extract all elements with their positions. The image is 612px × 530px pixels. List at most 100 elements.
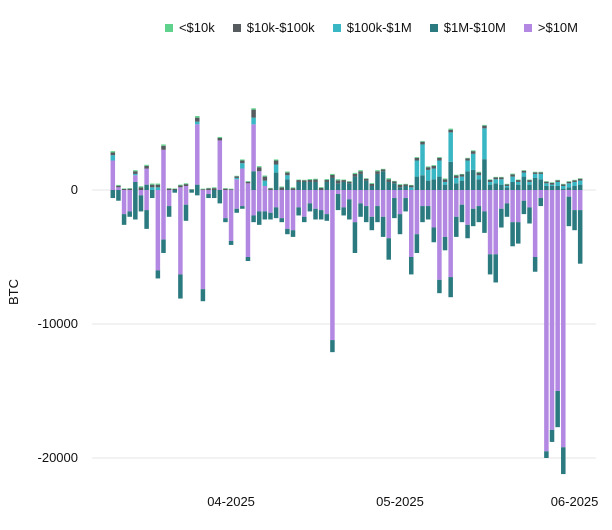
bar-segment	[234, 208, 239, 213]
bar-segment	[442, 236, 448, 251]
bar-segment	[251, 190, 256, 216]
y-tick-label: -10000	[38, 316, 78, 331]
bar-segment	[431, 165, 437, 169]
bar-segment	[544, 181, 549, 184]
bar-segment	[251, 124, 256, 172]
bar-segment	[454, 174, 459, 176]
bar-segment	[307, 190, 313, 204]
bar-segment	[510, 176, 515, 182]
bar-segment	[273, 159, 279, 161]
bar-segment	[392, 180, 397, 182]
bar-segment	[240, 206, 245, 209]
bar-segment	[392, 181, 397, 184]
bar-segment	[363, 178, 369, 179]
bar-segment	[330, 173, 335, 175]
bar-segment	[251, 109, 256, 118]
bar-segment	[487, 179, 493, 182]
bar-segment	[268, 212, 273, 220]
bar-segment	[555, 391, 560, 428]
bar-segment	[195, 124, 200, 185]
bar-segment	[532, 257, 538, 272]
bar-segment	[121, 190, 127, 215]
bar-segment	[285, 172, 290, 176]
bar-segment	[245, 257, 251, 262]
bar-segment	[431, 179, 437, 190]
bar-segment	[307, 203, 313, 212]
bar-segment	[448, 129, 453, 133]
bar-segment	[420, 141, 425, 145]
bar-segment	[166, 206, 172, 217]
bar-segment	[369, 190, 375, 217]
bar-segment	[549, 429, 555, 442]
bar-segment	[352, 190, 358, 223]
bar-segment	[110, 155, 116, 161]
bar-segment	[138, 190, 144, 196]
bar-segment	[375, 206, 380, 223]
bar-segment	[437, 279, 442, 294]
bar-segment	[358, 190, 363, 204]
bar-segment	[448, 132, 453, 162]
bar-segment	[121, 188, 127, 189]
bar-segment	[566, 190, 572, 197]
bar-segment	[369, 183, 375, 184]
bar-segment	[437, 157, 442, 158]
legend-item: $10k-$100k	[232, 20, 315, 35]
bar-segment	[476, 171, 482, 173]
legend-swatch	[164, 23, 173, 32]
legend-item: <$10k	[164, 20, 215, 35]
bar-segment	[240, 160, 245, 164]
bar-segment	[110, 160, 116, 190]
bar-segment	[515, 179, 521, 181]
bar-segment	[161, 145, 166, 150]
bar-segment	[161, 144, 166, 146]
bar-segment	[251, 215, 256, 223]
bar-segment	[313, 178, 318, 180]
bar-segment	[313, 208, 318, 220]
bar-segment	[133, 181, 138, 190]
bar-segment	[521, 170, 527, 173]
y-tick-label: -20000	[38, 450, 78, 465]
bar-segment	[476, 172, 482, 176]
bar-segment	[256, 166, 262, 168]
bar-segment	[262, 175, 268, 177]
bar-segment	[369, 216, 375, 231]
bar-segment	[459, 204, 465, 223]
bar-segment	[527, 207, 532, 224]
bar-segment	[549, 184, 555, 186]
bar-segment	[572, 185, 577, 190]
bar-segment	[572, 181, 577, 186]
bar-segment	[206, 187, 211, 189]
legend-item: $1M-$10M	[429, 20, 506, 35]
bar-segment	[414, 157, 420, 158]
bar-segment	[409, 257, 414, 275]
bar-segment	[555, 185, 560, 190]
bar-segment	[414, 160, 420, 177]
bar-segment	[240, 168, 245, 190]
bar-segment	[166, 190, 172, 207]
bar-segment	[561, 185, 566, 189]
bar-segment	[470, 150, 476, 152]
bar-segment	[499, 190, 504, 209]
bar-segment	[273, 160, 279, 165]
bar-segment	[515, 184, 521, 190]
bar-segment	[487, 184, 493, 190]
bar-segment	[234, 177, 239, 180]
bar-segment	[335, 180, 341, 184]
bar-segment	[127, 188, 132, 189]
bar-segment	[572, 180, 577, 182]
bar-segment	[318, 187, 324, 188]
bar-segment	[566, 183, 572, 188]
bar-segment	[363, 180, 369, 190]
bar-segment	[155, 187, 161, 190]
bar-segment	[544, 190, 549, 452]
bar-segment	[127, 188, 132, 190]
bar-segment	[566, 181, 572, 184]
bar-segment	[273, 190, 279, 208]
bar-segment	[228, 188, 234, 190]
bar-segment	[144, 184, 149, 190]
bar-segment	[409, 187, 414, 190]
bar-segment	[437, 176, 442, 190]
bar-segment	[341, 181, 346, 190]
bar-segment	[189, 189, 194, 190]
bar-segment	[482, 124, 487, 126]
